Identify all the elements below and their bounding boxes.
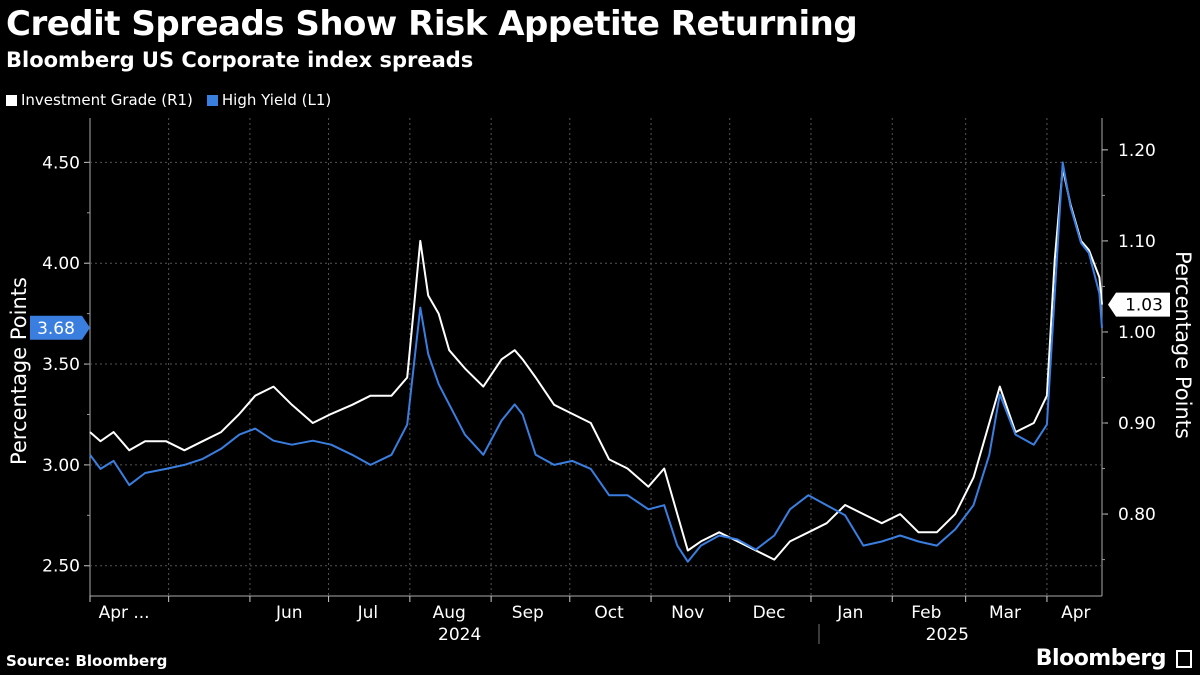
right-tick-label: 0.80 [1118, 505, 1156, 525]
year-label-2025: 2025 [926, 625, 969, 645]
left-tick-label: 3.00 [42, 456, 80, 476]
legend-swatch-high-yield [206, 94, 218, 106]
x-tick-label: Oct [594, 603, 624, 623]
legend-label-investment-grade: Investment Grade (R1) [21, 91, 193, 109]
chart-subtitle: Bloomberg US Corporate index spreads [6, 48, 474, 72]
year-label-2024: 2024 [438, 625, 481, 645]
left-tick-label: 4.50 [42, 153, 80, 173]
last-value-tag-high-yield [30, 315, 90, 340]
x-tick-label: Aug [433, 603, 466, 623]
right-axis-title: Percentage Points [1171, 251, 1195, 439]
x-tick-label: Jun [275, 603, 303, 623]
left-tick-label: 2.50 [42, 557, 80, 577]
series-line-high-yield [89, 161, 1103, 563]
legend-swatch-investment-grade [6, 94, 17, 106]
bloomberg-terminal-icon [1176, 650, 1192, 668]
series-line-investment-grade [89, 167, 1103, 561]
legend-item-investment-grade: Investment Grade (R1) [6, 91, 193, 109]
x-tick-label: Feb [911, 603, 941, 623]
x-tick-label: Nov [671, 603, 704, 623]
x-tick-label: Apr [1061, 603, 1090, 623]
chart-legend: Investment Grade (R1) High Yield (L1) [6, 91, 331, 109]
chart-title: Credit Spreads Show Risk Appetite Return… [6, 4, 858, 44]
right-tick-label: 1.20 [1118, 141, 1156, 161]
left-tick-label: 4.00 [42, 254, 80, 274]
x-tick-label: Mar [989, 603, 1021, 623]
source-note: Source: Bloomberg [6, 652, 168, 670]
x-tick-label: Dec [753, 603, 786, 623]
legend-label-high-yield: High Yield (L1) [221, 91, 332, 109]
left-axis-title: Percentage Points [7, 277, 31, 465]
x-tick-label: Jul [357, 603, 379, 623]
left-tick-label: 3.50 [42, 355, 80, 375]
legend-item-high-yield: High Yield (L1) [206, 91, 332, 109]
right-tick-label: 1.00 [1118, 323, 1156, 343]
right-tick-label: 1.10 [1118, 232, 1156, 252]
x-tick-label: Sep [512, 603, 544, 623]
last-value-label-investment-grade: 1.03 [1125, 296, 1163, 316]
last-value-label-high-yield: 3.68 [37, 319, 75, 339]
last-value-tag-investment-grade [1108, 292, 1170, 317]
bloomberg-logo: Bloomberg [1035, 646, 1167, 671]
x-tick-label: Jan [836, 603, 863, 623]
x-tick-label: Apr ... [99, 603, 150, 623]
right-tick-label: 0.90 [1118, 414, 1156, 434]
